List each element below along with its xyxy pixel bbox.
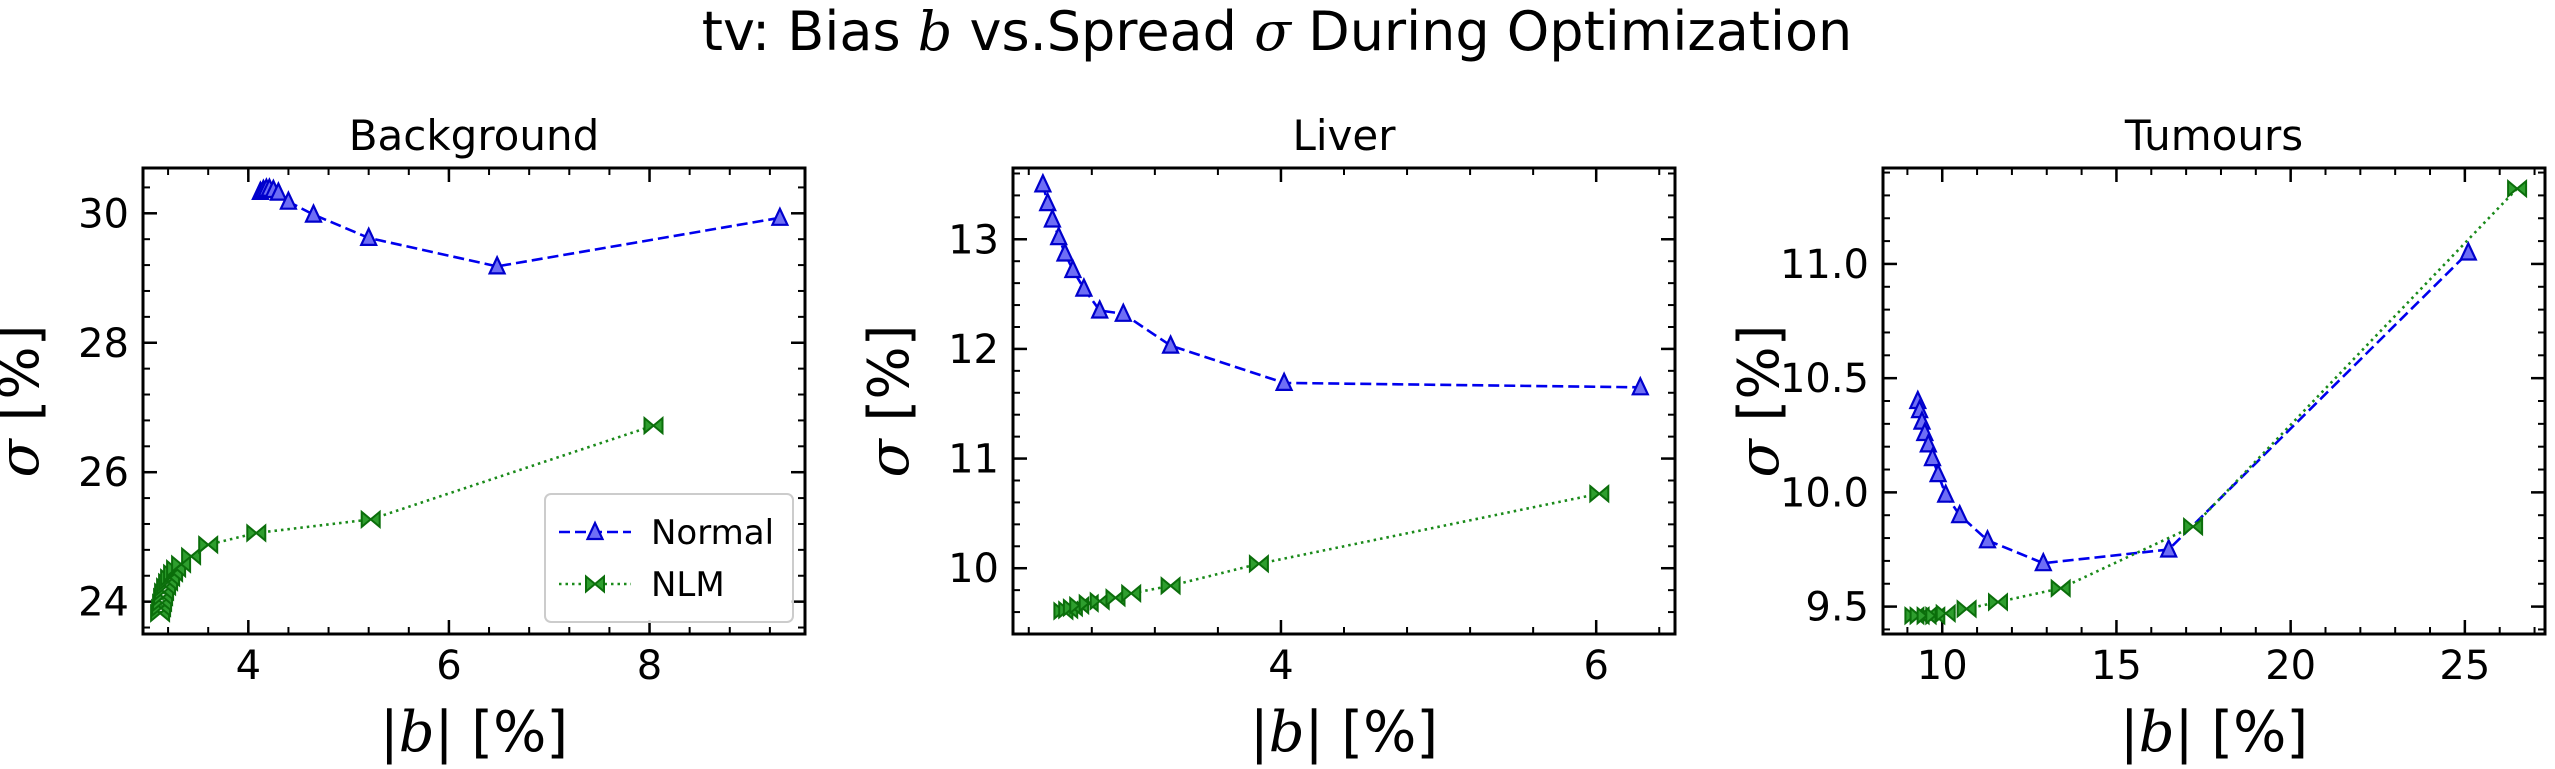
x-label-open: | [2120, 700, 2139, 765]
data-point-normal [771, 207, 789, 226]
data-point-nlm [198, 536, 219, 554]
data-point-normal [1161, 335, 1180, 354]
x-label-open: | [1250, 700, 1269, 765]
x-tick-label: 8 [637, 643, 662, 689]
x-axis-label: |b| [%] [2120, 700, 2308, 765]
x-label-unit: | [%] [2175, 700, 2309, 765]
data-point-normal [1043, 209, 1062, 228]
title-prefix: tv: Bias [702, 0, 918, 63]
data-point-nlm [1121, 584, 1142, 602]
data-point-nlm [246, 524, 267, 542]
x-axis-label: |b| [%] [380, 700, 568, 765]
data-point-nlm [1589, 485, 1610, 503]
data-point-nlm [643, 417, 664, 435]
series-line-nlm [1914, 187, 2519, 618]
x-tick-label: 4 [1268, 643, 1293, 689]
data-point-normal [1064, 259, 1082, 279]
plot-frame [1011, 166, 1677, 636]
x-tick-label: 6 [436, 643, 461, 689]
y-axis-label: σ [%] [0, 325, 52, 478]
legend-box [544, 493, 794, 623]
data-point-nlm [2183, 518, 2204, 536]
data-point-nlm [1248, 555, 1269, 573]
y-tick-label: 26 [78, 450, 129, 496]
data-point-normal [1978, 530, 1997, 549]
series-line-normal [1916, 251, 2470, 565]
legend: Normal NLM [544, 493, 794, 623]
figure-title: tv: Bias b vs.Spread σ During Optimizati… [702, 0, 1852, 63]
x-tick-label: 15 [2091, 643, 2142, 689]
x-label-unit: | [%] [1305, 700, 1439, 765]
data-point-normal [1056, 243, 1074, 262]
data-point-normal [1050, 227, 1068, 246]
x-label-var: b [399, 700, 435, 765]
title-mid: vs.Spread [952, 0, 1254, 63]
data-point-nlm [1956, 600, 1977, 618]
data-point-nlm [1935, 604, 1956, 622]
data-point-nlm [2050, 579, 2071, 597]
panel-title: Background [349, 111, 600, 160]
data-point-normal [1034, 174, 1052, 193]
data-point-normal [1937, 484, 1955, 503]
y-tick-label: 11.0 [1780, 242, 1869, 288]
y-label-unit: [%] [0, 325, 52, 440]
y-label-var: σ [1727, 437, 1792, 477]
x-label-unit: | [%] [435, 700, 569, 765]
y-axis-label: σ [%] [857, 325, 922, 478]
y-label-var: σ [857, 437, 922, 477]
series-line-normal [1041, 184, 1641, 389]
plot-frame [1881, 166, 2547, 636]
panel-title: Liver [1292, 111, 1396, 160]
data-point-normal [1114, 303, 1132, 322]
data-point-nlm [360, 510, 381, 528]
x-label-open: | [380, 700, 399, 765]
y-tick-label: 13 [948, 217, 999, 263]
x-tick-label: 25 [2439, 643, 2490, 689]
data-point-nlm [1988, 593, 2008, 611]
title-sigma: σ [1254, 0, 1293, 63]
x-tick-label: 4 [236, 643, 261, 689]
y-tick-label: 12 [948, 327, 999, 373]
data-point-normal [1929, 464, 1947, 483]
y-tick-label: 10.5 [1780, 356, 1869, 402]
plot-frame [141, 166, 807, 636]
data-point-normal [304, 204, 323, 223]
y-axis-label: σ [%] [1727, 325, 1792, 478]
y-tick-label: 11 [948, 437, 999, 483]
y-label-unit: [%] [1727, 325, 1792, 440]
series-line-nlm [1063, 492, 1600, 613]
y-label-unit: [%] [857, 325, 922, 440]
x-label-var: b [2139, 700, 2175, 765]
legend-label-nlm: NLM [651, 565, 725, 605]
panel-tumours: Tumours 10 15 20 25 9.5 10.0 10.5 11.0 |b| [%] σ [… [1727, 111, 2547, 765]
data-point-nlm [1160, 577, 1181, 595]
y-tick-label: 9.5 [1805, 585, 1869, 631]
y-tick-label: 24 [78, 580, 129, 626]
panel-liver: Liver 4 6 10 11 12 13 |b| [%] σ [%] [857, 111, 1677, 765]
y-tick-label: 30 [78, 191, 129, 237]
x-label-var: b [1269, 700, 1305, 765]
y-tick-label: 10.0 [1780, 470, 1869, 516]
data-point-nlm [2507, 180, 2528, 198]
x-tick-label: 20 [2265, 643, 2316, 689]
legend-label-normal: Normal [651, 513, 774, 553]
x-tick-label: 6 [1583, 643, 1608, 689]
y-tick-label: 28 [78, 321, 129, 367]
x-tick-label: 10 [1917, 643, 1968, 689]
title-suffix: During Optimization [1291, 0, 1852, 63]
data-point-normal [1039, 193, 1057, 212]
series-line-normal [259, 187, 781, 268]
y-tick-label: 10 [948, 546, 999, 592]
title-b: b [918, 0, 953, 63]
panel-title: Tumours [2124, 111, 2303, 160]
y-label-var: σ [0, 437, 52, 477]
x-axis-label: |b| [%] [1250, 700, 1438, 765]
